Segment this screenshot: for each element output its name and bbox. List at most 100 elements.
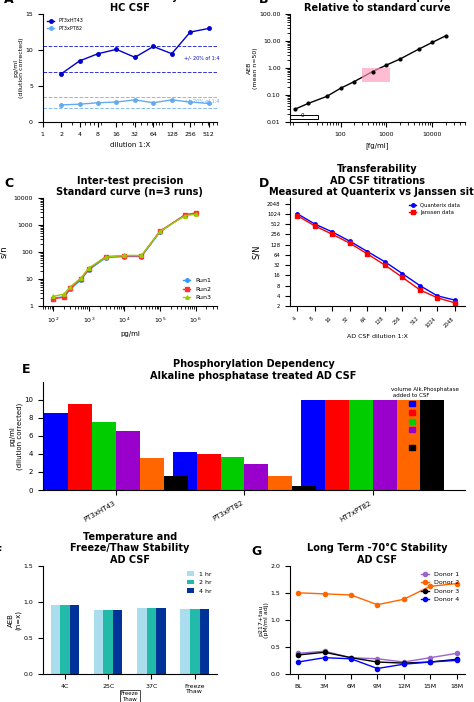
X-axis label: dilution 1:X: dilution 1:X	[109, 143, 150, 149]
Text: G: G	[252, 545, 262, 558]
Bar	[268, 475, 292, 490]
Bar	[94, 611, 103, 674]
Donor 2	[295, 588, 301, 597]
Text: B: B	[259, 0, 268, 6]
Title: Transferability
AD CSF titrations
Measured at Quanterix vs Janssen sites: Transferability AD CSF titrations Measur…	[269, 164, 474, 197]
PT3xPT82	[95, 98, 101, 107]
Line: Quanterix data: Quanterix data	[296, 212, 456, 302]
Janssen data	[329, 230, 335, 239]
Donor 3	[348, 654, 354, 662]
Legend: 1 hr, 2 hr, 4 hr: 1 hr, 2 hr, 4 hr	[185, 569, 214, 596]
Text: E: E	[21, 363, 30, 376]
Title: Temperature and
Freeze/Thaw Stability
AD CSF: Temperature and Freeze/Thaw Stability AD…	[70, 532, 190, 565]
Bar	[70, 605, 79, 674]
Text: 0: 0	[301, 113, 304, 118]
Quanterix data	[329, 227, 335, 236]
Bar	[173, 452, 197, 490]
Point	[383, 60, 390, 71]
Run2	[122, 252, 128, 260]
Bar	[363, 68, 390, 82]
Run3	[157, 227, 163, 236]
Donor 3	[401, 659, 407, 668]
Title: Long Term -70°C Stability
AD CSF: Long Term -70°C Stability AD CSF	[307, 543, 447, 565]
Point	[428, 37, 436, 48]
PT3xHT43	[58, 69, 64, 78]
PT3xHT43	[77, 57, 82, 65]
Janssen data	[382, 261, 388, 270]
Donor 4	[322, 654, 328, 662]
PT3xPT82	[169, 95, 174, 104]
X-axis label: pg/ml: pg/ml	[120, 331, 140, 337]
Bar	[373, 400, 397, 490]
Donor 2	[348, 591, 354, 600]
Donor 3	[374, 658, 380, 666]
Point	[291, 104, 299, 115]
Janssen data	[312, 222, 318, 230]
Run2	[103, 252, 109, 260]
Bar	[137, 607, 147, 674]
PT3xPT82	[187, 98, 193, 106]
Quanterix data	[312, 220, 318, 228]
Run2	[67, 284, 73, 292]
Run2	[193, 208, 199, 217]
Run1	[103, 253, 109, 262]
Donor 3	[322, 648, 328, 656]
Janssen data	[400, 273, 405, 282]
PT3xHT43	[206, 25, 211, 33]
Line: Janssen data: Janssen data	[296, 214, 456, 305]
Bar	[103, 611, 113, 674]
Bar	[45, 413, 68, 490]
Run1	[67, 285, 73, 293]
Y-axis label: S/N: S/N	[253, 245, 262, 259]
Bar	[290, 114, 319, 119]
Run1	[61, 293, 67, 301]
Point	[442, 30, 450, 41]
Point	[369, 66, 376, 77]
Janssen data	[452, 298, 458, 307]
Run2	[138, 252, 144, 260]
Title: Sensitivity
HC CSF (n= 53 samples)
Relative to standard curve: Sensitivity HC CSF (n= 53 samples) Relat…	[304, 0, 451, 13]
Run3	[138, 251, 144, 260]
Run3	[182, 211, 188, 220]
Y-axis label: pg/ml
(dilution corrected): pg/ml (dilution corrected)	[9, 402, 23, 470]
Bar	[200, 609, 209, 674]
Legend: Donor 1, Donor 2, Donor 3, Donor 4: Donor 1, Donor 2, Donor 3, Donor 4	[419, 569, 461, 604]
Run2	[61, 293, 67, 302]
Line: Donor 2: Donor 2	[296, 581, 459, 607]
Text: A: A	[4, 0, 14, 6]
PT3xPT82	[58, 100, 64, 109]
PT3xHT43	[132, 53, 138, 62]
Bar	[301, 400, 325, 490]
Janssen data	[347, 239, 353, 248]
Donor 1	[295, 649, 301, 658]
Donor 4	[428, 658, 433, 666]
Legend: PT3xHT43, PT3xPT82: PT3xHT43, PT3xPT82	[45, 16, 85, 33]
Point	[397, 53, 404, 65]
Bar	[60, 605, 70, 674]
PT3xHT43	[95, 50, 101, 58]
Donor 1	[401, 658, 407, 666]
Point	[415, 44, 422, 55]
Janssen data	[417, 286, 423, 294]
Text: Freeze
Thaw: Freeze Thaw	[121, 691, 139, 702]
Donor 3	[454, 655, 459, 663]
Text: +/- 20% of 1:4: +/- 20% of 1:4	[183, 55, 219, 60]
Donor 3	[428, 658, 433, 666]
Quanterix data	[452, 296, 458, 305]
Donor 2	[322, 590, 328, 598]
Line: PT3xPT82: PT3xPT82	[59, 98, 210, 107]
Point	[305, 98, 312, 109]
Bar	[397, 400, 420, 490]
PT3xPT82	[206, 99, 211, 107]
Point	[351, 76, 358, 87]
Donor 4	[348, 654, 354, 663]
Run1	[122, 252, 128, 260]
Bar	[220, 457, 245, 490]
Line: Run2: Run2	[52, 211, 197, 300]
Bar	[156, 607, 166, 674]
Run3	[67, 282, 73, 291]
Line: Donor 1: Donor 1	[296, 649, 459, 664]
Run2	[78, 274, 84, 283]
Point	[337, 83, 345, 94]
Bar	[190, 609, 200, 674]
